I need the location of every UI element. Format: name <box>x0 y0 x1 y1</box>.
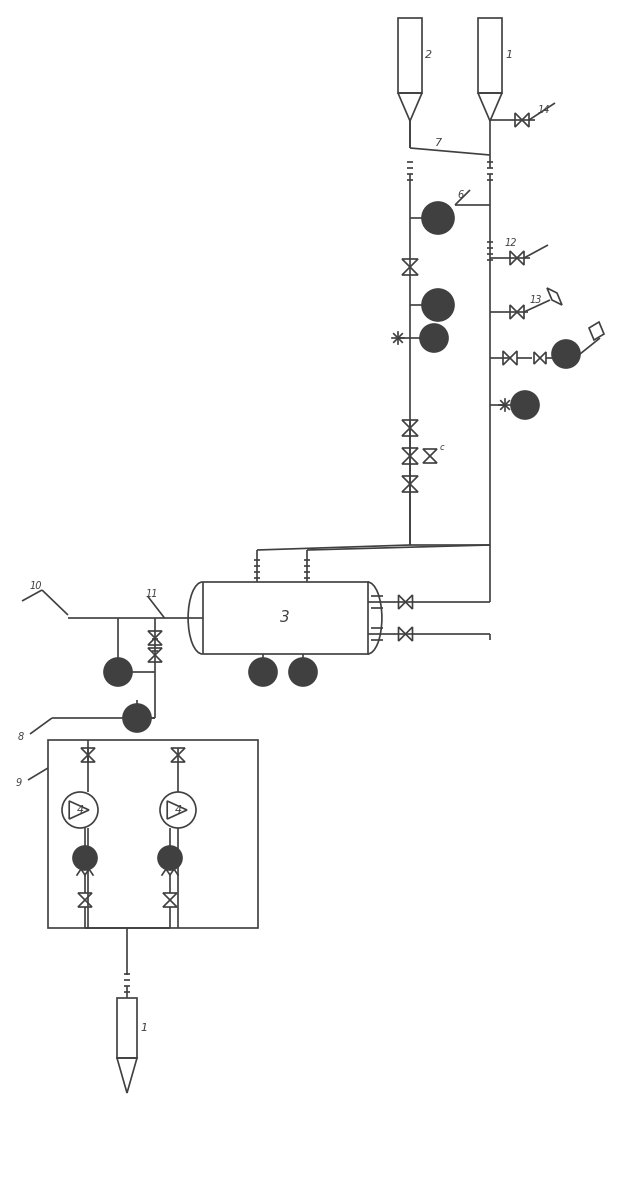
Text: P: P <box>430 333 437 343</box>
Text: c: c <box>440 443 444 453</box>
Text: T2: T2 <box>132 714 142 722</box>
Text: 13: 13 <box>530 296 543 305</box>
Text: 14: 14 <box>538 105 550 115</box>
Text: LI: LI <box>259 668 266 676</box>
Circle shape <box>511 391 539 418</box>
Text: 1: 1 <box>505 51 512 60</box>
Circle shape <box>123 704 151 732</box>
Text: PSV: PSV <box>559 351 573 357</box>
Text: 3: 3 <box>280 610 290 625</box>
Circle shape <box>422 202 454 234</box>
Text: T2: T2 <box>113 668 123 676</box>
Text: 11: 11 <box>145 589 158 599</box>
Text: 7: 7 <box>435 138 442 148</box>
Circle shape <box>420 324 448 352</box>
Text: 12: 12 <box>505 238 517 248</box>
Circle shape <box>158 846 182 870</box>
Circle shape <box>73 846 97 870</box>
Bar <box>48 740 258 928</box>
Circle shape <box>104 658 132 686</box>
Circle shape <box>552 340 580 368</box>
Bar <box>398 18 422 93</box>
Circle shape <box>249 658 277 686</box>
Bar <box>478 18 502 93</box>
Text: P: P <box>167 853 172 863</box>
Text: 4: 4 <box>174 805 181 816</box>
Text: P: P <box>82 853 87 863</box>
Text: T1: T1 <box>432 300 444 310</box>
Text: 2: 2 <box>425 51 432 60</box>
Circle shape <box>289 658 317 686</box>
Text: 1: 1 <box>140 1022 147 1033</box>
Text: 6: 6 <box>457 190 463 200</box>
Text: P: P <box>522 400 528 410</box>
Text: 4: 4 <box>77 805 84 816</box>
Bar <box>202 582 368 654</box>
Text: TI1: TI1 <box>297 669 308 675</box>
Text: 10: 10 <box>30 582 42 591</box>
Text: 9: 9 <box>16 778 22 788</box>
Text: 8: 8 <box>18 732 24 742</box>
Bar <box>117 998 137 1058</box>
Text: F: F <box>434 212 442 225</box>
Circle shape <box>422 290 454 322</box>
